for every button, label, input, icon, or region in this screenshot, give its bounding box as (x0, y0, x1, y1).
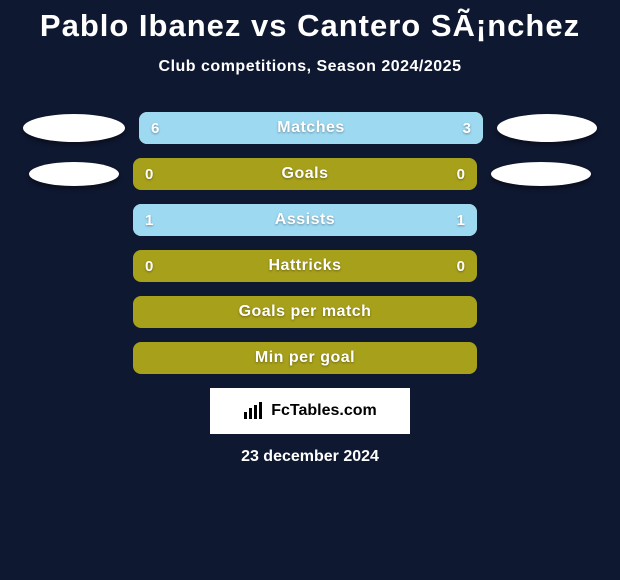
comparison-infographic: Pablo Ibanez vs Cantero SÃ¡nchez Club co… (0, 0, 620, 580)
stat-bar: 00Hattricks (133, 250, 477, 282)
page-title: Pablo Ibanez vs Cantero SÃ¡nchez (0, 0, 620, 44)
stat-bar: Goals per match (133, 296, 477, 328)
stat-label: Assists (133, 204, 477, 236)
stat-label: Goals per match (133, 296, 477, 328)
stat-row: 00Hattricks (0, 250, 620, 282)
stat-label: Goals (133, 158, 477, 190)
source-logo-text: FcTables.com (271, 402, 377, 420)
stat-row: Min per goal (0, 342, 620, 374)
player-badge-left (23, 114, 125, 142)
stat-row: 63Matches (0, 112, 620, 144)
stat-row: Goals per match (0, 296, 620, 328)
player-badge-right (497, 114, 597, 142)
stat-bar: 63Matches (139, 112, 483, 144)
stat-bar: 11Assists (133, 204, 477, 236)
stat-bar: Min per goal (133, 342, 477, 374)
stat-label: Min per goal (133, 342, 477, 374)
source-logo: FcTables.com (210, 388, 410, 434)
stat-bar: 00Goals (133, 158, 477, 190)
stat-row: 00Goals (0, 158, 620, 190)
player-badge-right (491, 162, 591, 186)
stat-rows: 63Matches 00Goals 11Assists 00Hattricks Goal… (0, 112, 620, 374)
bar-chart-icon (243, 402, 265, 420)
snapshot-date: 23 december 2024 (0, 448, 620, 466)
stat-label: Matches (139, 112, 483, 144)
stat-row: 11Assists (0, 204, 620, 236)
stat-label: Hattricks (133, 250, 477, 282)
page-subtitle: Club competitions, Season 2024/2025 (0, 58, 620, 76)
player-badge-left (29, 162, 119, 186)
